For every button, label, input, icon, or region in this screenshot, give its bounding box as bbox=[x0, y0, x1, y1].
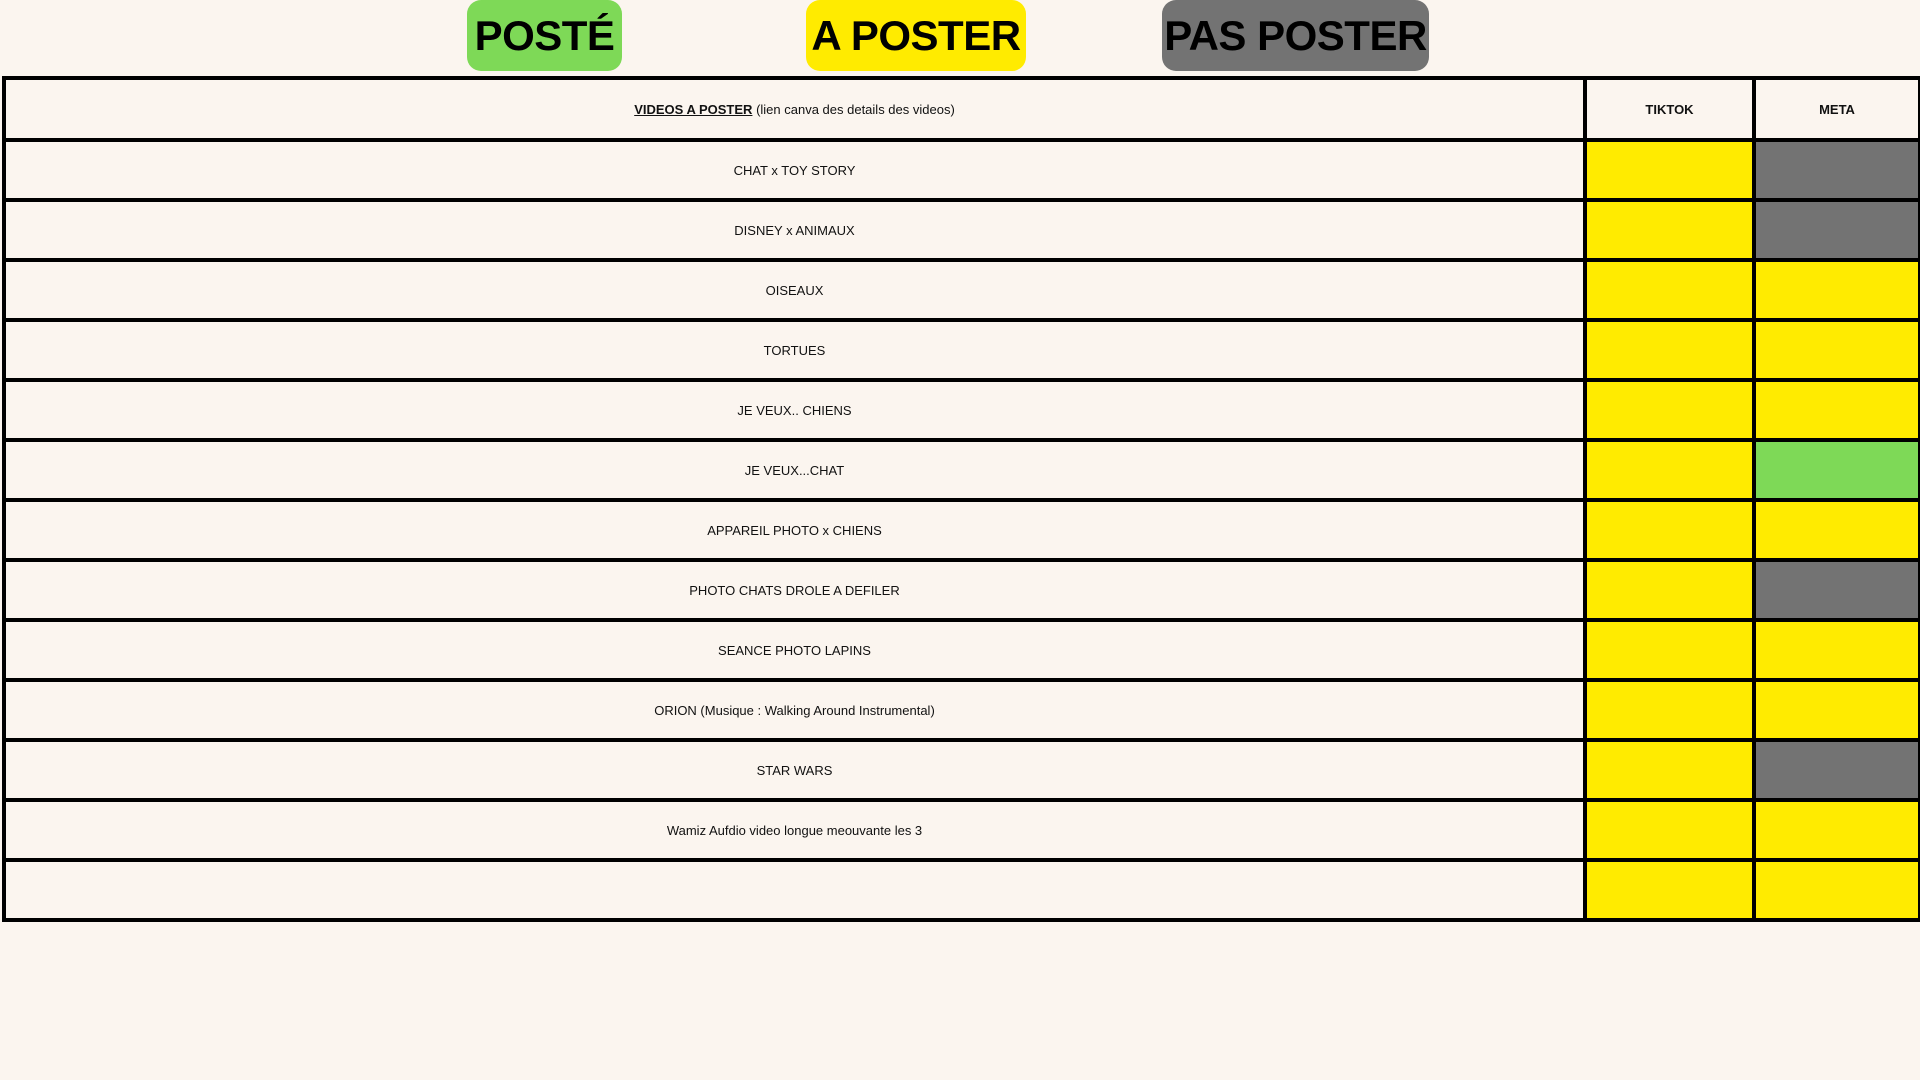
table-header-row: VIDEOS A POSTER (lien canva des details … bbox=[2, 76, 1920, 142]
video-name-cell[interactable]: PHOTO CHATS DROLE A DEFILER bbox=[2, 558, 1587, 622]
table-row: PHOTO CHATS DROLE A DEFILER bbox=[2, 558, 1920, 622]
meta-status-cell[interactable] bbox=[1752, 378, 1920, 442]
meta-status-cell[interactable] bbox=[1752, 738, 1920, 802]
table-row: APPAREIL PHOTO x CHIENS bbox=[2, 498, 1920, 562]
tiktok-status-cell[interactable] bbox=[1583, 198, 1756, 262]
video-name-cell[interactable]: APPAREIL PHOTO x CHIENS bbox=[2, 498, 1587, 562]
table-row: ORION (Musique : Walking Around Instrume… bbox=[2, 678, 1920, 742]
table-row: SEANCE PHOTO LAPINS bbox=[2, 618, 1920, 682]
tiktok-status-cell[interactable] bbox=[1583, 738, 1756, 802]
tiktok-status-cell[interactable] bbox=[1583, 858, 1756, 922]
header-meta: META bbox=[1752, 76, 1920, 142]
video-name-cell[interactable]: CHAT x TOY STORY bbox=[2, 138, 1587, 202]
header-videos: VIDEOS A POSTER (lien canva des details … bbox=[2, 76, 1587, 142]
table-row: DISNEY x ANIMAUX bbox=[2, 198, 1920, 262]
meta-status-cell[interactable] bbox=[1752, 558, 1920, 622]
tiktok-status-cell[interactable] bbox=[1583, 318, 1756, 382]
table-row bbox=[2, 858, 1920, 922]
video-name-cell[interactable]: JE VEUX...CHAT bbox=[2, 438, 1587, 502]
tiktok-status-cell[interactable] bbox=[1583, 378, 1756, 442]
video-name-cell[interactable]: ORION (Musique : Walking Around Instrume… bbox=[2, 678, 1587, 742]
tiktok-status-cell[interactable] bbox=[1583, 258, 1756, 322]
tiktok-status-cell[interactable] bbox=[1583, 618, 1756, 682]
meta-status-cell[interactable] bbox=[1752, 798, 1920, 862]
table-row: OISEAUX bbox=[2, 258, 1920, 322]
video-name-cell[interactable]: SEANCE PHOTO LAPINS bbox=[2, 618, 1587, 682]
video-name-cell[interactable]: Wamiz Aufdio video longue meouvante les … bbox=[2, 798, 1587, 862]
video-name-cell[interactable]: JE VEUX.. CHIENS bbox=[2, 378, 1587, 442]
videos-table: VIDEOS A POSTER (lien canva des details … bbox=[2, 76, 1920, 922]
meta-status-cell[interactable] bbox=[1752, 618, 1920, 682]
meta-status-cell[interactable] bbox=[1752, 438, 1920, 502]
video-name-cell[interactable]: STAR WARS bbox=[2, 738, 1587, 802]
video-name-cell[interactable]: DISNEY x ANIMAUX bbox=[2, 198, 1587, 262]
tiktok-status-cell[interactable] bbox=[1583, 798, 1756, 862]
meta-status-cell[interactable] bbox=[1752, 318, 1920, 382]
table-row: CHAT x TOY STORY bbox=[2, 138, 1920, 202]
video-name-cell[interactable] bbox=[2, 858, 1587, 922]
video-name-cell[interactable]: OISEAUX bbox=[2, 258, 1587, 322]
meta-status-cell[interactable] bbox=[1752, 198, 1920, 262]
videos-link[interactable]: VIDEOS A POSTER bbox=[634, 101, 753, 117]
header-subtitle: (lien canva des details des videos) bbox=[756, 101, 955, 117]
tiktok-status-cell[interactable] bbox=[1583, 498, 1756, 562]
tiktok-status-cell[interactable] bbox=[1583, 138, 1756, 202]
table-row: TORTUES bbox=[2, 318, 1920, 382]
table-row: JE VEUX...CHAT bbox=[2, 438, 1920, 502]
header-tiktok: TIKTOK bbox=[1583, 76, 1756, 142]
meta-status-cell[interactable] bbox=[1752, 258, 1920, 322]
meta-status-cell[interactable] bbox=[1752, 678, 1920, 742]
tiktok-status-cell[interactable] bbox=[1583, 678, 1756, 742]
table-row: JE VEUX.. CHIENS bbox=[2, 378, 1920, 442]
tiktok-status-cell[interactable] bbox=[1583, 438, 1756, 502]
table-row: Wamiz Aufdio video longue meouvante les … bbox=[2, 798, 1920, 862]
meta-status-cell[interactable] bbox=[1752, 498, 1920, 562]
legend-a-poster: A POSTER bbox=[806, 0, 1026, 71]
meta-status-cell[interactable] bbox=[1752, 858, 1920, 922]
meta-status-cell[interactable] bbox=[1752, 138, 1920, 202]
tiktok-status-cell[interactable] bbox=[1583, 558, 1756, 622]
legend-pas-poster: PAS POSTER bbox=[1162, 0, 1429, 71]
table-row: STAR WARS bbox=[2, 738, 1920, 802]
legend-poste: POSTÉ bbox=[467, 0, 622, 71]
video-name-cell[interactable]: TORTUES bbox=[2, 318, 1587, 382]
